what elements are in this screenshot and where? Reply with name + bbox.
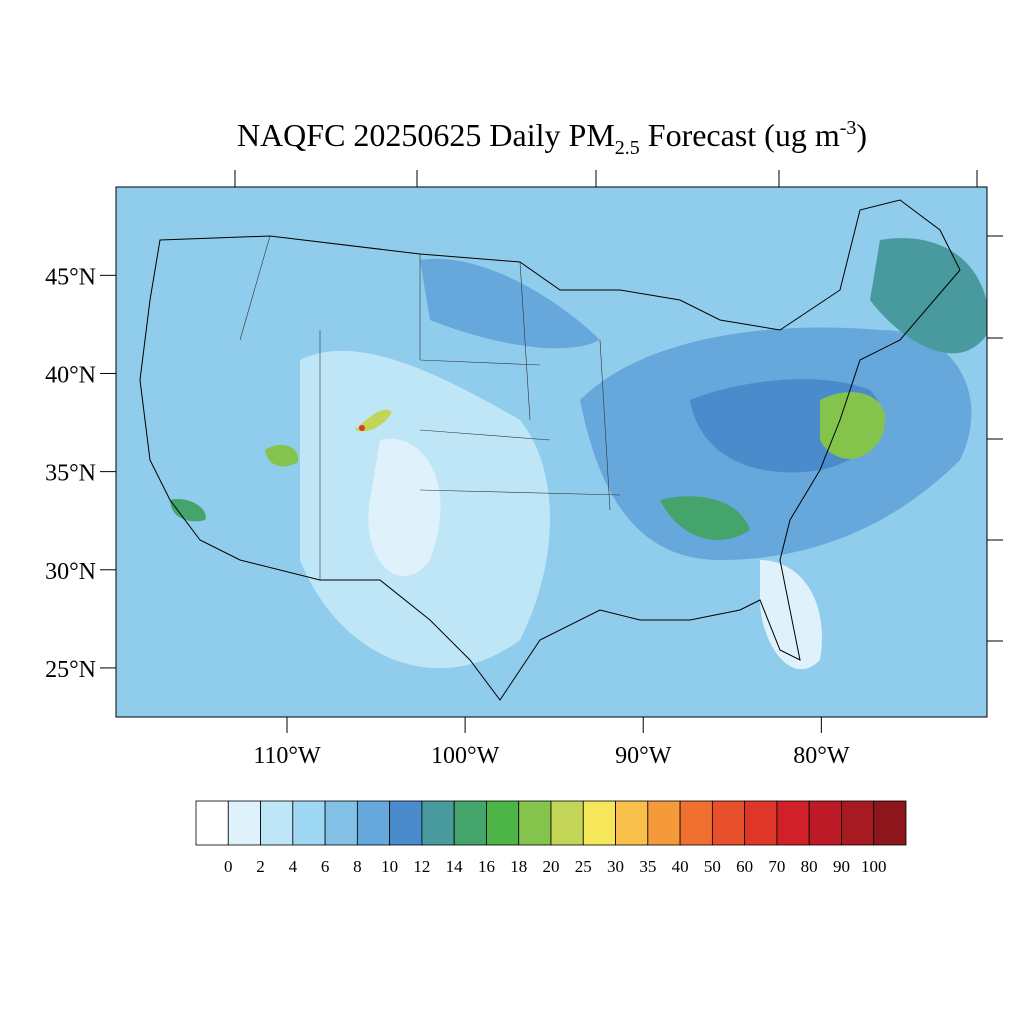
colorbar-box [711,800,746,846]
colorbar-label: 20 [543,857,560,876]
colorbar-box [615,800,649,846]
colorbar-label: 16 [478,857,495,876]
colorbar-label: 0 [224,857,233,876]
colorbar-label: 90 [833,857,850,876]
y-tick-label: 25°N [45,657,96,683]
field-southeast [660,496,750,540]
colorbar-box [421,800,455,846]
colorbar-label: 35 [639,857,656,876]
colorbar-box [356,800,391,846]
colorbar-label: 8 [353,857,362,876]
colorbar-box [744,800,778,846]
title-main: NAQFC 20250625 Daily PM [237,117,615,153]
colorbar-box [486,800,520,846]
colorbar-box [679,800,713,846]
colorbar-label: 18 [510,857,527,876]
map-frame [115,186,988,718]
title-end: ) [856,117,867,153]
colorbar-box [647,800,681,846]
x-tick-label: 80°W [793,743,850,769]
colorbar-label: 10 [381,857,398,876]
colorbar-box [324,800,358,846]
colorbar-label: 25 [575,857,592,876]
x-tick-label: 90°W [615,743,672,769]
colorbar-box [518,800,552,846]
colorbar-box [582,800,616,846]
colorbar-label: 60 [736,857,753,876]
field-northeast [870,238,987,354]
y-tick-label: 40°N [45,362,96,388]
colorbar-label: 70 [768,857,785,876]
colorbar-box [453,800,487,846]
y-tick-label: 35°N [45,461,96,487]
colorbar-label: 100 [861,857,887,876]
colorbar-label: 6 [321,857,330,876]
colorbar-box [873,800,907,846]
colorbar-label: 80 [801,857,818,876]
colorbar-box [808,800,842,846]
colorbar-label: 50 [704,857,721,876]
colorbar-box [195,800,229,846]
field-peak [359,425,365,431]
title-subscript: 2.5 [615,137,640,159]
field-low [368,438,441,577]
colorbar-label: 40 [672,857,689,876]
colorbar-box [389,800,423,846]
title-superscript: -3 [840,117,857,139]
field-fire-1 [265,444,299,467]
field-fire-2 [355,409,392,432]
colorbar: 0 2 4 6 8 10 12 14 16 18 20 25 30 35 40 50 60 70 80 90 100 [195,800,907,876]
field-high [820,392,886,459]
colorbar-label: 4 [289,857,298,876]
colorbar-box [841,800,875,846]
colorbar-box [292,800,326,846]
x-tick-label: 110°W [253,743,321,769]
field-plains [420,258,600,349]
y-tick-label: 45°N [45,264,96,290]
colorbar-label: 12 [413,857,430,876]
colorbar-label: 2 [256,857,265,876]
colorbar-label: 30 [607,857,624,876]
colorbar-label: 14 [446,857,464,876]
state-borders [239,235,621,580]
title-middle: Forecast (ug m [640,117,840,153]
colorbar-box [550,800,584,846]
lambert-ticks [234,170,1003,642]
colorbar-box [776,800,810,846]
map-field [116,187,987,717]
y-tick-label: 30°N [45,559,96,585]
axes: 25°N 30°N 35°N 40°N 45°N 110°W 100°W 90°W 80°W [45,264,850,769]
coastline [139,199,961,701]
colorbar-box [260,800,294,846]
title: NAQFC 20250625 Daily PM2.5 Forecast (ug … [237,117,867,159]
field-socal [170,499,206,522]
colorbar-box [227,800,261,846]
x-tick-label: 100°W [431,743,500,769]
